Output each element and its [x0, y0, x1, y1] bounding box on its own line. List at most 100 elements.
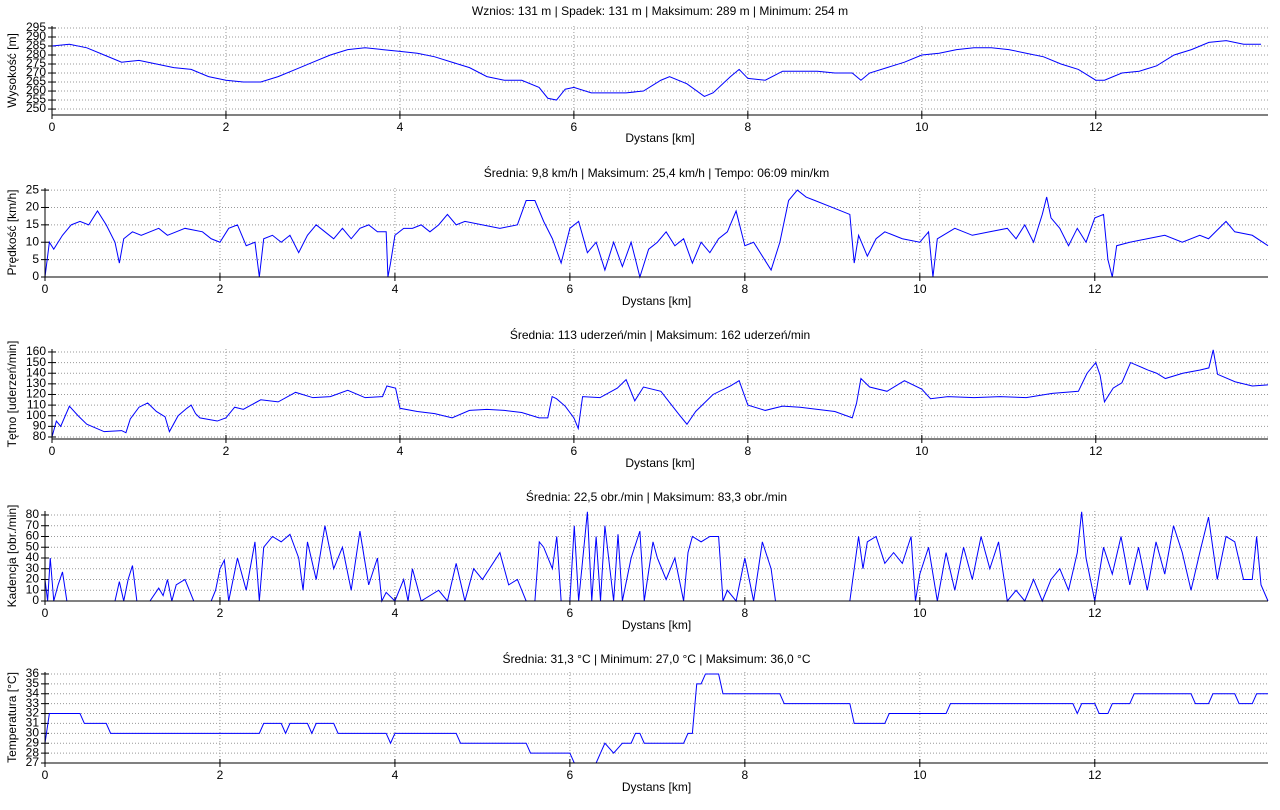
y-tick-label: 160: [26, 344, 46, 358]
y-tick-label: 130: [26, 376, 46, 390]
x-tick-label: 2: [217, 606, 224, 620]
y-tick-label: 34: [26, 686, 40, 700]
y-tick-label: 5: [32, 252, 39, 266]
chart-panel: Średnia: 113 uderzeń/min | Maksimum: 162…: [5, 327, 1269, 470]
y-axis-label: Temperatura [°C]: [5, 672, 19, 763]
chart-title: Wznios: 131 m | Spadek: 131 m | Maksimum…: [472, 4, 848, 18]
x-tick-label: 10: [913, 282, 927, 296]
x-tick-label: 12: [1089, 444, 1103, 458]
x-tick-label: 12: [1088, 282, 1102, 296]
y-tick-label: 80: [26, 507, 40, 521]
chart-title: Średnia: 113 uderzeń/min | Maksimum: 162…: [510, 327, 810, 342]
x-tick-label: 0: [42, 768, 49, 782]
x-tick-label: 6: [567, 768, 574, 782]
x-tick-label: 2: [223, 120, 230, 134]
y-tick-label: 60: [26, 529, 40, 543]
x-tick-label: 10: [913, 768, 927, 782]
y-tick-label: 20: [26, 572, 40, 586]
x-tick-label: 6: [571, 120, 578, 134]
x-tick-label: 0: [42, 606, 49, 620]
x-tick-label: 8: [742, 282, 749, 296]
y-tick-label: 295: [26, 20, 46, 34]
y-tick-label: 150: [26, 355, 46, 369]
chart-panel: Wznios: 131 m | Spadek: 131 m | Maksimum…: [5, 4, 1268, 145]
x-tick-label: 10: [915, 444, 929, 458]
x-tick-label: 6: [567, 282, 574, 296]
y-tick-label: 290: [26, 29, 46, 43]
x-tick-label: 10: [915, 120, 929, 134]
x-tick-label: 4: [392, 606, 399, 620]
y-tick-label: 36: [26, 666, 40, 680]
y-tick-label: 28: [26, 745, 40, 759]
x-tick-label: 6: [571, 444, 578, 458]
y-axis-label: Prędkość [km/h]: [5, 189, 19, 275]
y-tick-label: 31: [26, 716, 40, 730]
y-tick-label: 27: [26, 755, 40, 769]
x-tick-label: 8: [742, 606, 749, 620]
chart-title: Średnia: 31,3 °C | Minimum: 27,0 °C | Ma…: [502, 651, 810, 666]
x-tick-label: 12: [1089, 120, 1103, 134]
y-tick-label: 50: [26, 539, 40, 553]
y-tick-label: 15: [26, 217, 40, 231]
x-tick-label: 4: [397, 444, 404, 458]
x-tick-label: 4: [397, 120, 404, 134]
y-tick-label: 33: [26, 696, 40, 710]
y-tick-label: 32: [26, 706, 40, 720]
y-tick-label: 275: [26, 56, 46, 70]
y-tick-label: 120: [26, 387, 46, 401]
x-tick-label: 10: [913, 606, 927, 620]
data-line: [44, 673, 1268, 764]
y-tick-label: 280: [26, 47, 46, 61]
data-line: [51, 40, 1262, 101]
data-line: [51, 349, 1269, 438]
y-tick-label: 10: [26, 582, 40, 596]
y-tick-label: 25: [26, 182, 40, 196]
y-tick-label: 80: [33, 429, 47, 443]
y-tick-label: 29: [26, 735, 40, 749]
x-tick-label: 12: [1088, 606, 1102, 620]
x-tick-label: 8: [745, 444, 752, 458]
y-axis-label: Tętno [uderzeń/min]: [5, 341, 19, 448]
y-tick-label: 35: [26, 676, 40, 690]
y-tick-label: 40: [26, 550, 40, 564]
chart-panel: Średnia: 9,8 km/h | Maksimum: 25,4 km/h …: [5, 165, 1269, 308]
x-tick-label: 4: [392, 768, 399, 782]
x-axis-label: Dystans [km]: [622, 618, 691, 632]
y-tick-label: 100: [26, 408, 46, 422]
y-tick-label: 255: [26, 92, 46, 106]
chart-title: Średnia: 9,8 km/h | Maksimum: 25,4 km/h …: [484, 165, 829, 180]
x-axis-label: Dystans [km]: [622, 780, 691, 794]
x-axis-label: Dystans [km]: [622, 294, 691, 308]
x-tick-label: 2: [217, 768, 224, 782]
y-axis-label: Wysokość [m]: [5, 33, 19, 108]
x-tick-label: 0: [49, 444, 56, 458]
y-tick-label: 90: [33, 419, 47, 433]
y-tick-label: 110: [27, 397, 46, 411]
y-tick-label: 285: [26, 38, 46, 52]
y-tick-label: 70: [26, 518, 40, 532]
y-tick-label: 0: [32, 593, 39, 607]
chart-panel: Średnia: 31,3 °C | Minimum: 27,0 °C | Ma…: [5, 651, 1268, 794]
chart-panel: Średnia: 22,5 obr./min | Maksimum: 83,3 …: [5, 489, 1269, 632]
y-tick-label: 265: [26, 74, 46, 88]
y-tick-label: 250: [26, 101, 46, 115]
x-tick-label: 4: [392, 282, 399, 296]
x-axis-label: Dystans [km]: [625, 131, 694, 145]
y-tick-label: 20: [26, 200, 40, 214]
x-tick-label: 6: [567, 606, 574, 620]
y-tick-label: 270: [26, 65, 46, 79]
x-tick-label: 8: [742, 768, 749, 782]
data-line: [44, 189, 1269, 279]
y-tick-label: 140: [26, 365, 46, 379]
y-tick-label: 0: [32, 269, 39, 283]
chart-title: Średnia: 22,5 obr./min | Maksimum: 83,3 …: [526, 489, 787, 504]
y-tick-label: 30: [26, 561, 40, 575]
data-line: [44, 511, 1269, 603]
x-tick-label: 12: [1088, 768, 1102, 782]
x-tick-label: 2: [217, 282, 224, 296]
y-tick-label: 260: [26, 83, 46, 97]
x-axis-label: Dystans [km]: [625, 456, 694, 470]
x-tick-label: 2: [223, 444, 230, 458]
x-tick-label: 0: [42, 282, 49, 296]
